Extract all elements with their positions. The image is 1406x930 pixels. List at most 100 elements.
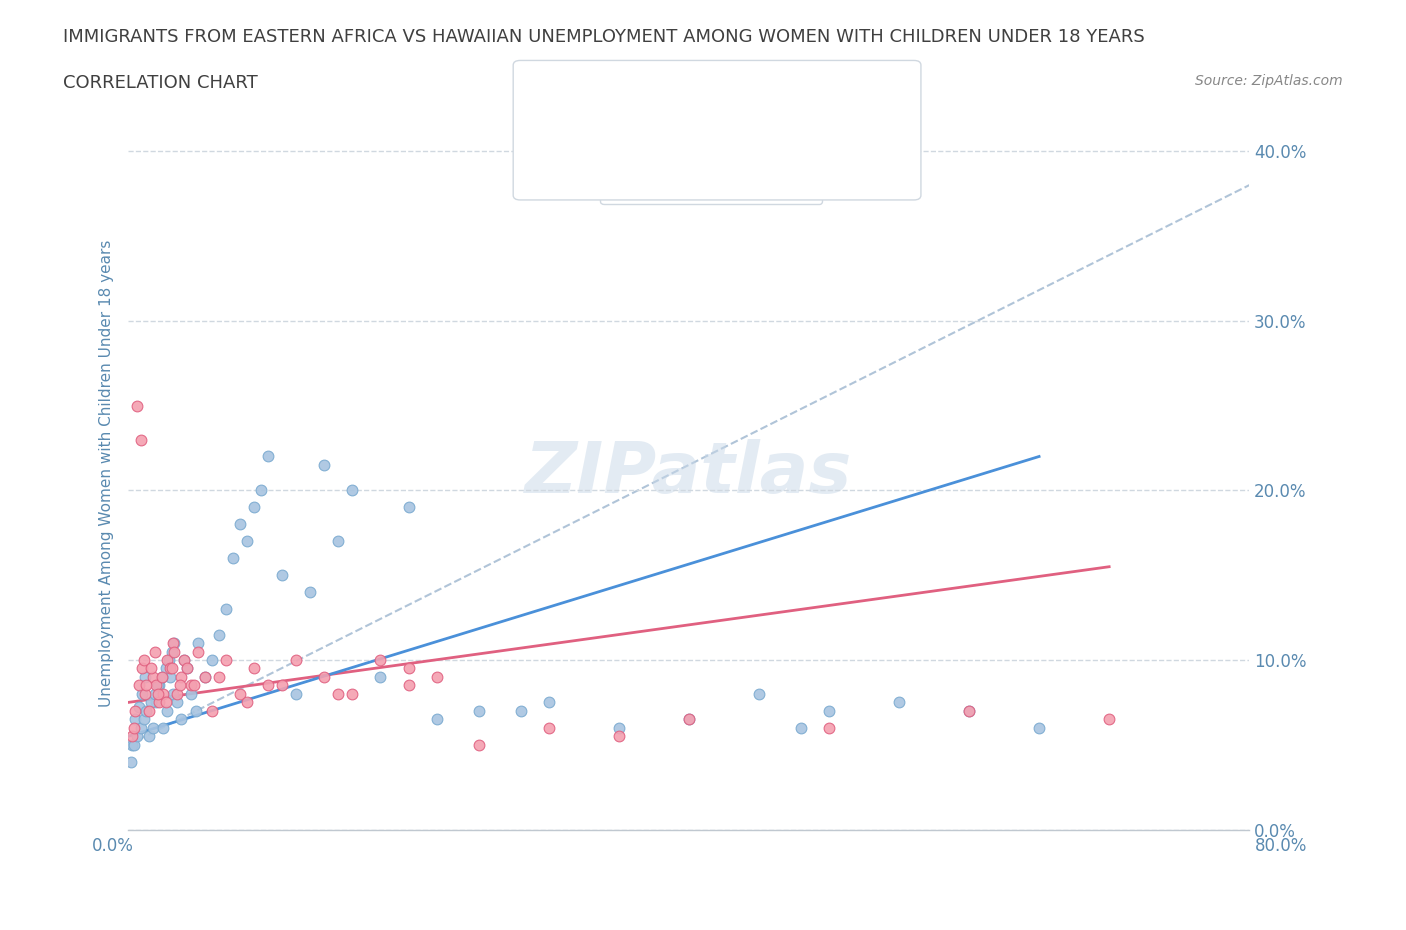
Point [328, 534, 350, 549]
Point [143, 686, 166, 701]
Point [790, 721, 813, 736]
Point [748, 686, 770, 701]
Point [215, 602, 238, 617]
Point [128, 700, 150, 715]
Point [180, 686, 202, 701]
Point [271, 678, 294, 693]
Point [201, 703, 224, 718]
Point [467, 703, 489, 718]
Point [156, 653, 179, 668]
Point [143, 644, 166, 659]
Point [201, 653, 224, 668]
Point [166, 695, 188, 710]
Point [187, 635, 209, 650]
Point [887, 695, 910, 710]
Point [162, 686, 184, 701]
Point [957, 703, 980, 718]
Point [155, 661, 177, 676]
Text: ZIPatlas: ZIPatlas [524, 439, 852, 508]
Point [208, 670, 231, 684]
Point [314, 670, 336, 684]
Point [135, 703, 157, 718]
Point [818, 703, 841, 718]
Y-axis label: Unemployment Among Women with Children Under 18 years: Unemployment Among Women with Children U… [100, 240, 114, 707]
Point [398, 678, 420, 693]
Point [159, 661, 181, 676]
Point [138, 729, 160, 744]
Point [678, 712, 700, 727]
Point [183, 678, 205, 693]
Point [145, 678, 167, 693]
Point [170, 712, 193, 727]
Point [243, 661, 266, 676]
Point [139, 661, 162, 676]
Point [138, 703, 160, 718]
Point [150, 670, 173, 684]
Point [1028, 721, 1050, 736]
Point [222, 551, 245, 565]
Point [121, 737, 143, 752]
Point [678, 712, 700, 727]
Point [145, 695, 167, 710]
Point [208, 627, 231, 642]
Point [148, 678, 170, 693]
Point [160, 661, 183, 676]
Point [131, 661, 153, 676]
Point [425, 712, 447, 727]
Point [134, 670, 156, 684]
Point [607, 729, 630, 744]
Text: 80.0%: 80.0% [1256, 837, 1308, 855]
Point [128, 678, 150, 693]
Text: CORRELATION CHART: CORRELATION CHART [63, 74, 259, 92]
Point [176, 661, 198, 676]
Point [398, 661, 420, 676]
Point [425, 670, 447, 684]
Point [121, 729, 143, 744]
Point [160, 644, 183, 659]
Point [173, 653, 195, 668]
Point [194, 670, 217, 684]
Point [257, 678, 280, 693]
Point [328, 686, 350, 701]
Point [607, 721, 630, 736]
Point [155, 695, 177, 710]
Point [180, 678, 202, 693]
Point [370, 653, 392, 668]
Point [957, 703, 980, 718]
Point [398, 500, 420, 515]
Point [132, 712, 155, 727]
Point [129, 432, 152, 447]
Point [257, 449, 280, 464]
Point [125, 729, 148, 744]
Point [1098, 712, 1121, 727]
Point [184, 703, 207, 718]
Point [129, 721, 152, 736]
Point [142, 670, 165, 684]
Point [342, 483, 364, 498]
Point [509, 703, 531, 718]
Point [342, 686, 364, 701]
Legend: R = 0.615   N = 64, R = 0.184   N = 57: R = 0.615 N = 64, R = 0.184 N = 57 [600, 133, 823, 204]
Point [139, 695, 162, 710]
Point [236, 695, 259, 710]
Point [163, 644, 186, 659]
Point [148, 695, 170, 710]
Point [537, 721, 560, 736]
Point [156, 703, 179, 718]
Point [122, 721, 145, 736]
Point [299, 585, 322, 600]
Point [152, 686, 174, 701]
Text: Source: ZipAtlas.com: Source: ZipAtlas.com [1195, 74, 1343, 88]
Point [152, 721, 174, 736]
Point [134, 686, 156, 701]
Point [146, 686, 169, 701]
Point [157, 653, 180, 668]
Point [229, 686, 252, 701]
Point [467, 737, 489, 752]
Point [370, 670, 392, 684]
Point [176, 661, 198, 676]
Point [170, 670, 193, 684]
Point [122, 737, 145, 752]
Point [173, 653, 195, 668]
Point [271, 568, 294, 583]
